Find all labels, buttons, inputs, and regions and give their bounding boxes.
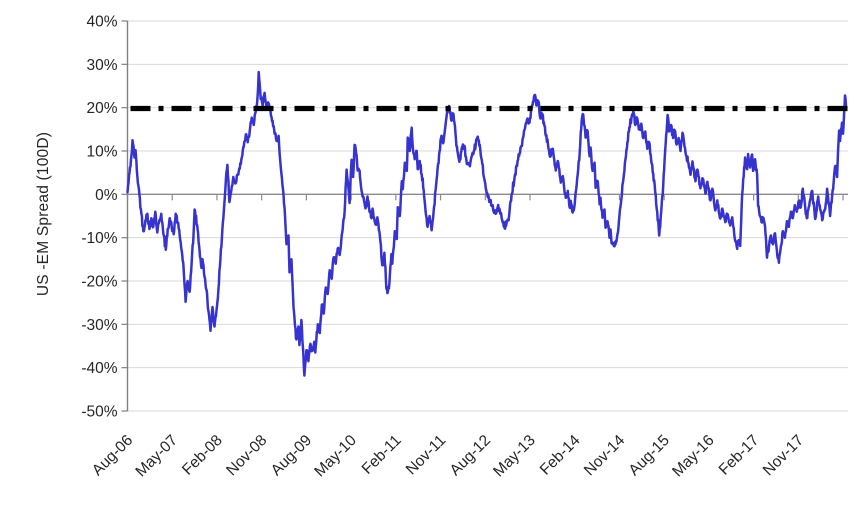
x-tick-label: Aug-06	[89, 432, 136, 479]
x-tick-label: Feb-17	[716, 432, 763, 479]
y-axis-title: US -EM Spread (100D)	[35, 131, 52, 297]
y-tick-label: 30%	[86, 57, 117, 74]
x-tick-label: May-16	[669, 432, 718, 481]
y-tick-label: -40%	[81, 360, 117, 377]
x-tick-label: May-07	[132, 432, 181, 481]
x-tick-label: Aug-15	[626, 432, 673, 479]
y-tick-label: -30%	[81, 317, 117, 334]
x-tick-label: Feb-14	[537, 432, 584, 479]
x-tick-label: Nov-08	[223, 432, 270, 479]
x-tick-label: May-13	[490, 432, 539, 481]
y-tick-label: 0%	[95, 187, 118, 204]
x-tick-label: Feb-08	[179, 432, 226, 479]
x-tick-label: Aug-09	[268, 432, 315, 479]
x-tick-label: Nov-17	[760, 432, 807, 479]
y-tick-label: -50%	[81, 404, 117, 421]
spread-series-line	[126, 70, 848, 377]
y-tick-label: 10%	[86, 144, 117, 161]
x-tick-label: May-10	[311, 432, 360, 481]
x-tick-label: Feb-11	[359, 432, 405, 478]
y-tick-label: 20%	[86, 100, 117, 117]
y-tick-label: -10%	[81, 230, 117, 247]
x-tick-label: Aug-12	[447, 432, 494, 479]
x-tick-label: Nov-11	[403, 432, 450, 479]
y-tick-label: 40%	[86, 14, 117, 31]
y-tick-label: -20%	[81, 274, 117, 291]
x-tick-label: Nov-14	[581, 432, 629, 480]
